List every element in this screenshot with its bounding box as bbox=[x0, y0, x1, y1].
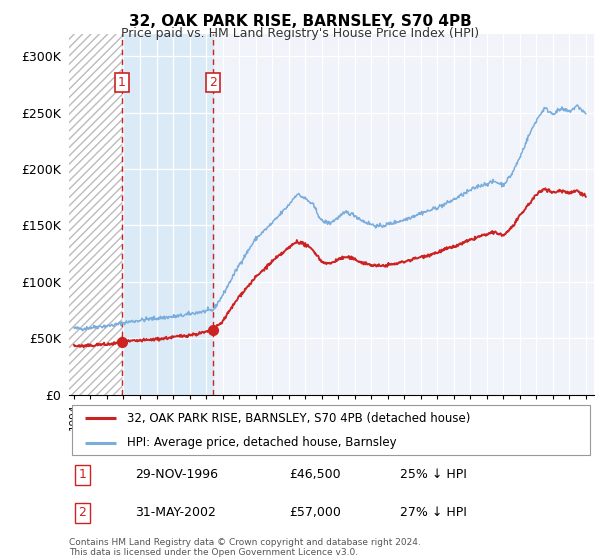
FancyBboxPatch shape bbox=[71, 405, 590, 455]
Text: 31-MAY-2002: 31-MAY-2002 bbox=[134, 506, 215, 519]
Text: Contains HM Land Registry data © Crown copyright and database right 2024.: Contains HM Land Registry data © Crown c… bbox=[69, 538, 421, 547]
Text: Price paid vs. HM Land Registry's House Price Index (HPI): Price paid vs. HM Land Registry's House … bbox=[121, 27, 479, 40]
Text: £57,000: £57,000 bbox=[290, 506, 341, 519]
Text: 2: 2 bbox=[209, 76, 217, 89]
Bar bbox=[122, 34, 213, 395]
Text: £46,500: £46,500 bbox=[290, 468, 341, 482]
Text: 32, OAK PARK RISE, BARNSLEY, S70 4PB: 32, OAK PARK RISE, BARNSLEY, S70 4PB bbox=[128, 14, 472, 29]
Text: 27% ↓ HPI: 27% ↓ HPI bbox=[400, 506, 467, 519]
Text: 2: 2 bbox=[78, 506, 86, 519]
Text: HPI: Average price, detached house, Barnsley: HPI: Average price, detached house, Barn… bbox=[127, 436, 397, 449]
Text: 25% ↓ HPI: 25% ↓ HPI bbox=[400, 468, 467, 482]
Text: 1: 1 bbox=[118, 76, 126, 89]
Text: 1: 1 bbox=[78, 468, 86, 482]
Text: This data is licensed under the Open Government Licence v3.0.: This data is licensed under the Open Gov… bbox=[69, 548, 358, 557]
Bar bbox=[69, 34, 122, 395]
Text: 29-NOV-1996: 29-NOV-1996 bbox=[134, 468, 218, 482]
Bar bbox=[69, 34, 122, 395]
Text: 32, OAK PARK RISE, BARNSLEY, S70 4PB (detached house): 32, OAK PARK RISE, BARNSLEY, S70 4PB (de… bbox=[127, 412, 470, 424]
